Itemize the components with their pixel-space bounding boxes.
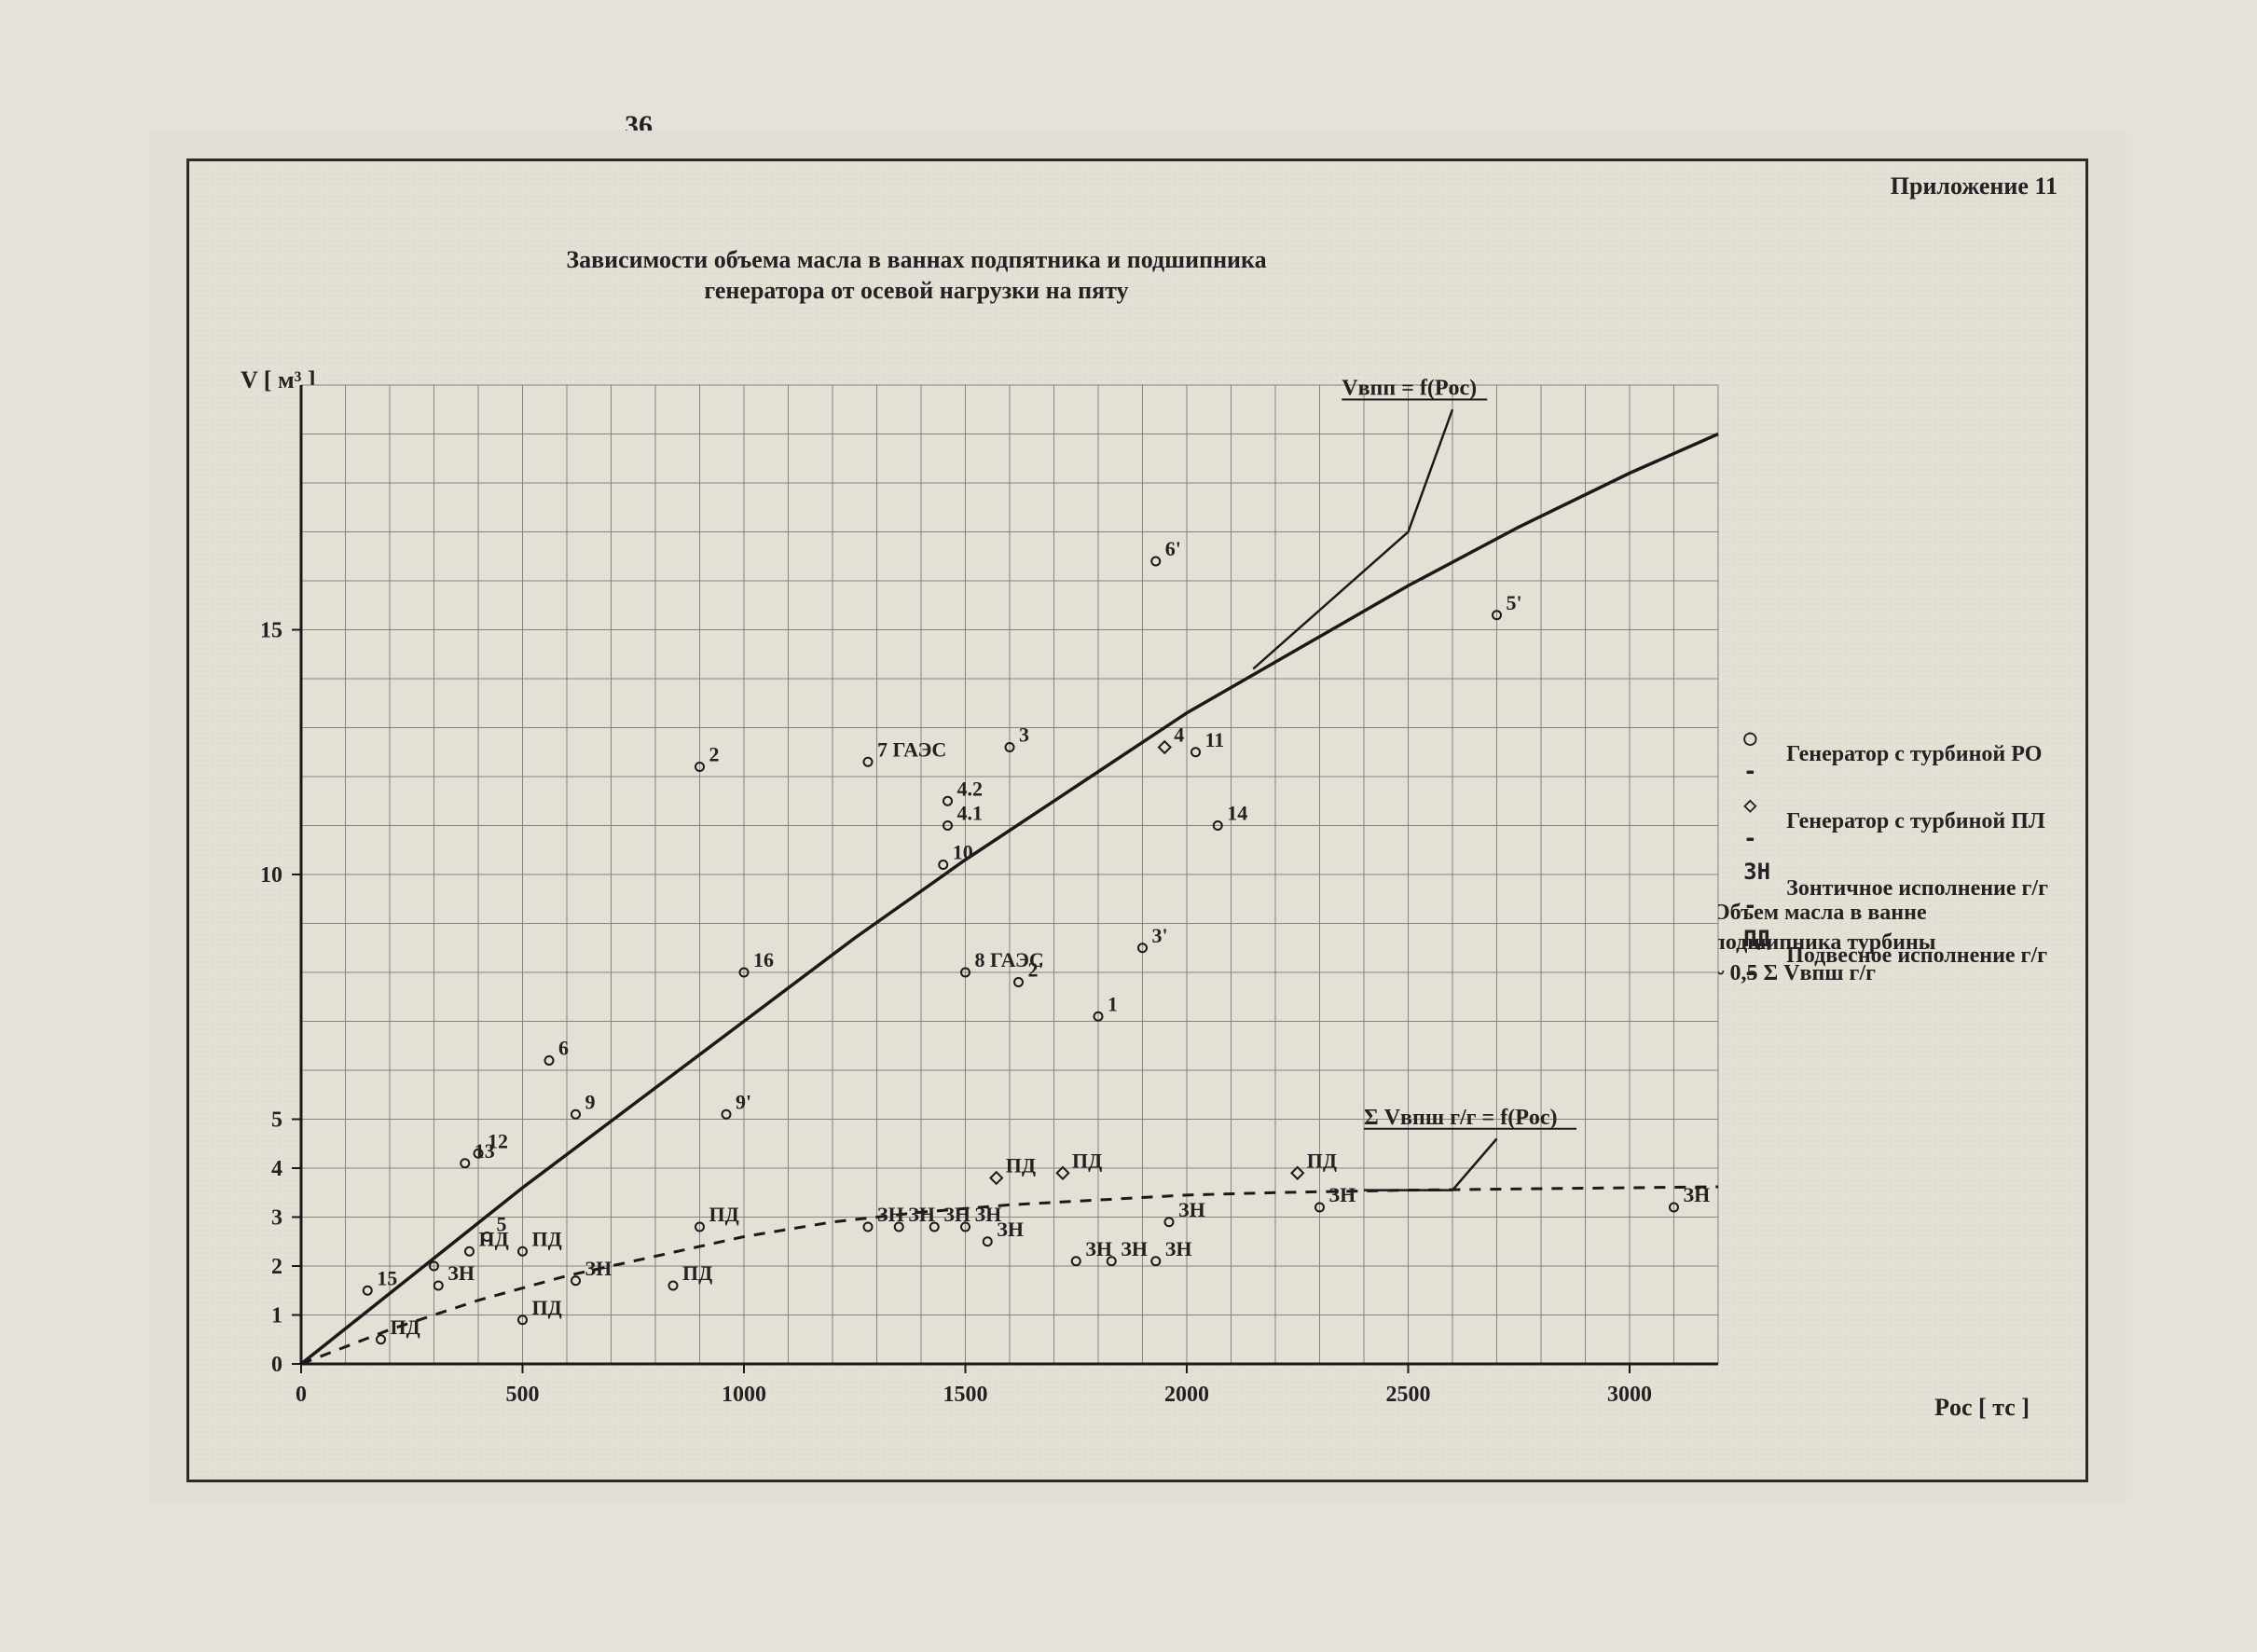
- y-tick-label: 10: [260, 863, 282, 888]
- type-label: ЗН: [1165, 1237, 1192, 1260]
- x-tick-label: 0: [296, 1383, 307, 1407]
- point-label: 1: [1108, 992, 1118, 1015]
- y-tick-label: 0: [271, 1353, 282, 1377]
- chart-frame: Приложение 11 Зависимости объема масла в…: [186, 158, 2088, 1482]
- type-label: ЗН: [1178, 1198, 1205, 1221]
- y-tick-label: 5: [271, 1108, 282, 1133]
- point-label: 4: [1174, 723, 1184, 747]
- type-label: ПД: [479, 1227, 509, 1250]
- type-label: ЗН: [447, 1261, 475, 1285]
- type-label: ЗН: [585, 1257, 612, 1280]
- type-label: ПД: [709, 1203, 739, 1226]
- type-label: ПД: [1307, 1149, 1337, 1172]
- point-label: 2: [709, 743, 720, 766]
- x-tick-label: 3000: [1607, 1383, 1652, 1407]
- point-label: 9': [736, 1090, 751, 1113]
- x-tick-label: 500: [506, 1383, 540, 1407]
- x-tick-label: 1000: [722, 1383, 766, 1407]
- type-label: ЗН: [1329, 1183, 1356, 1206]
- x-tick-label: 2500: [1386, 1383, 1431, 1407]
- point-label: 2': [1028, 958, 1044, 982]
- type-label: ПД: [532, 1227, 562, 1250]
- x-tick-label: 2000: [1164, 1383, 1209, 1407]
- page-root: 36 Приложение 11 Зависимости объема масл…: [0, 0, 2257, 1652]
- type-label: ПД: [1072, 1149, 1102, 1172]
- point-label: 6': [1165, 537, 1181, 560]
- point-label: 7 ГАЭС: [877, 737, 946, 761]
- y-tick-label: 3: [271, 1206, 282, 1231]
- type-label: ПД: [1006, 1154, 1036, 1177]
- x-tick-label: 1500: [943, 1383, 988, 1407]
- type-label: ЗН: [997, 1218, 1024, 1241]
- type-label: ЗН: [908, 1203, 935, 1226]
- type-label: ЗН: [1684, 1183, 1711, 1206]
- y-tick-label: 2: [271, 1255, 282, 1279]
- y-tick-label: 1: [271, 1304, 282, 1328]
- type-label: ЗН: [1121, 1237, 1148, 1260]
- point-label: 4.1: [957, 802, 984, 825]
- point-label: 4.2: [957, 777, 984, 800]
- point-label: 10: [953, 841, 973, 864]
- point-label: 5': [1507, 591, 1522, 614]
- y-tick-label: 4: [271, 1157, 282, 1181]
- curve-label: Vвпп = f(Pос): [1342, 377, 1477, 401]
- point-label: 16: [753, 948, 774, 971]
- point-label: 6: [558, 1037, 569, 1060]
- type-label: ПД: [532, 1296, 562, 1319]
- point-label: 14: [1227, 802, 1247, 825]
- point-label: 15: [377, 1266, 397, 1289]
- curve-label: Σ Vвпш г/г = f(Pос): [1364, 1106, 1558, 1130]
- chart-canvas: 0 500 1000 1500 2000 2500 3000 0 1 2 3 4 5 10 15 Vвпп =…: [189, 161, 2085, 1480]
- point-label: 9: [585, 1090, 596, 1113]
- type-label: ПД: [391, 1315, 420, 1339]
- point-label: 3: [1019, 723, 1029, 747]
- point-label: 13: [475, 1139, 495, 1163]
- y-tick-label: 15: [260, 619, 282, 643]
- type-label: ПД: [682, 1261, 712, 1285]
- point-label: 3': [1152, 924, 1168, 947]
- type-label: ЗН: [1085, 1237, 1112, 1260]
- point-label: 11: [1205, 728, 1225, 751]
